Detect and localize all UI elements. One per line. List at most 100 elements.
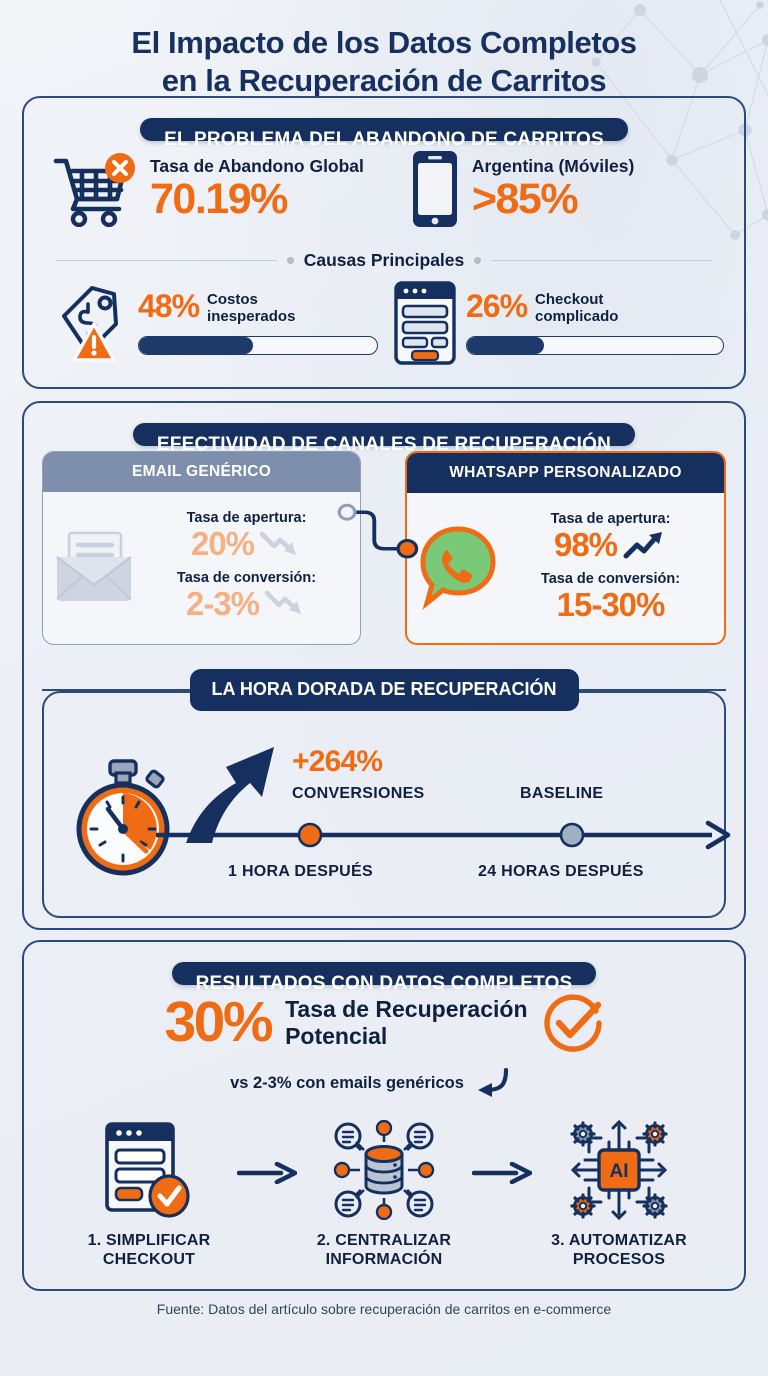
channel-whatsapp-metrics: Tasa de apertura: 98% Tasa de conversión… xyxy=(505,511,716,622)
divider-line-right xyxy=(491,259,712,261)
timeline-marker-1-hour xyxy=(297,822,323,847)
cause-checkout-label-line2: complicado xyxy=(535,308,619,326)
golden-hour-line-left xyxy=(42,688,190,691)
footer-source: Fuente: Datos del artículo sobre recuper… xyxy=(156,1301,612,1317)
whatsapp-metrics-gap xyxy=(505,563,716,571)
whatsapp-open-rate-row: 98% xyxy=(505,527,716,563)
stat-global-value: 70.19% xyxy=(150,174,288,223)
stat-global-abandonment: Tasa de Abandono Global 70.19% xyxy=(52,151,364,227)
channel-card-whatsapp: WHATSAPP PERSONALIZADO Tasa de apertura:… xyxy=(405,450,726,645)
golden-uplift-value: +264% xyxy=(292,744,383,778)
channels-comparison: EMAIL GENÉRICO Tasa de apertu xyxy=(38,447,730,647)
cause-costs-bar xyxy=(138,335,378,355)
shopping-cart-error-icon xyxy=(53,152,135,227)
results-percent: 30% xyxy=(164,990,273,1055)
cause-checkout-percent: 26% xyxy=(466,288,528,325)
section-channels-body: EMAIL GENÉRICO Tasa de apertu xyxy=(22,400,746,930)
email-open-rate-label: Tasa de apertura: xyxy=(186,510,307,526)
email-conv-rate-row: 2-3% xyxy=(141,584,352,622)
results-label: Tasa de Recuperación Potencial xyxy=(285,996,527,1049)
email-conv-rate-value: 2-3% xyxy=(185,584,260,622)
stat-argentina-mobile: Argentina (Móviles) >85% xyxy=(410,148,634,230)
cause-checkout-label-line1: Checkout xyxy=(535,291,604,309)
step-automate-processes: AI xyxy=(534,1118,704,1269)
email-open-rate-row: 20% xyxy=(141,526,352,562)
cause-complicated-checkout: 26% Checkout complicado xyxy=(394,280,724,365)
step-2-label-line1: 2. CENTRALIZAR xyxy=(316,1231,452,1249)
up-arrow-icon xyxy=(623,531,663,559)
database-network-icon xyxy=(333,1120,435,1221)
cause-checkout-top: 26% Checkout complicado xyxy=(466,290,724,326)
whatsapp-conv-rate-label: Tasa de conversión: xyxy=(540,570,681,587)
page-title: El Impacto de los Datos Completos en la … xyxy=(0,0,768,100)
cause-checkout-body: 26% Checkout complicado xyxy=(466,290,724,355)
email-open-rate-value: 20% xyxy=(190,525,255,562)
results-label-line1: Tasa de Recuperación xyxy=(285,995,528,1022)
results-label-line2: Potencial xyxy=(285,1022,388,1049)
results-steps: 1. SIMPLIFICAR CHECKOUT xyxy=(38,1104,730,1275)
cause-costs-body: 48% Costos inesperados xyxy=(138,290,378,355)
checkout-approved-icon xyxy=(105,1122,190,1218)
stat-argentina-label: Argentina (Móviles) xyxy=(471,155,635,176)
cause-costs-label: Costos inesperados xyxy=(207,290,295,326)
stat-argentina-value: >85% xyxy=(471,174,579,223)
cause-costs-top: 48% Costos inesperados xyxy=(138,290,378,326)
whatsapp-open-rate-value: 98% xyxy=(553,526,618,563)
cause-costs-label-line2: inesperados xyxy=(207,308,296,326)
golden-hour-timeline xyxy=(156,820,731,849)
causes-divider: Causas Principales xyxy=(56,250,712,271)
section-problem-header: EL PROBLEMA DEL ABANDONO DE CARRITOS xyxy=(140,117,628,150)
cause-costs-percent: 48% xyxy=(138,288,200,325)
down-arrow-icon xyxy=(259,531,297,555)
cause-checkout-bar xyxy=(466,335,724,355)
step-3-icon-wrap: AI xyxy=(534,1118,704,1223)
golden-hour-header: LA HORA DORADA DE RECUPERACIÓN xyxy=(189,668,579,711)
step-simplify-checkout: 1. SIMPLIFICAR CHECKOUT xyxy=(64,1118,234,1269)
section-problem-body: Tasa de Abandono Global 70.19% Argentina… xyxy=(22,95,746,389)
section-results: RESULTADOS CON DATOS COMPLETOS 30% Tasa … xyxy=(22,939,746,1291)
svg-text:AI: AI xyxy=(610,1161,629,1182)
gear-icon xyxy=(570,1121,596,1147)
whatsapp-conv-rate-row: 15-30% xyxy=(505,585,716,623)
golden-baseline-label: BASELINE xyxy=(520,784,604,802)
curved-arrow-icon xyxy=(477,1067,509,1097)
results-headline: 30% Tasa de Recuperación Potencial xyxy=(38,982,730,1054)
channel-email-body: Tasa de apertura: 20% Tasa de conversión… xyxy=(43,492,360,642)
timeline-marker-24-hours xyxy=(559,822,585,847)
divider-dot-left xyxy=(286,256,294,264)
golden-hour-inner: +264% CONVERSIONES BASELINE 1 HORA DESPU… xyxy=(60,727,731,902)
step-1-label-line2: CHECKOUT xyxy=(102,1250,196,1268)
channel-card-email: EMAIL GENÉRICO Tasa de apertu xyxy=(42,450,361,645)
price-tag-warning-icon xyxy=(62,285,118,362)
causes-row: 48% Costos inesperados xyxy=(38,275,730,371)
whatsapp-icon xyxy=(420,526,496,610)
causes-divider-label: Causas Principales xyxy=(303,249,465,270)
section-problem: EL PROBLEMA DEL ABANDONO DE CARRITOS xyxy=(22,95,746,389)
golden-uplift-label: CONVERSIONES xyxy=(292,784,425,802)
golden-hour-box: +264% CONVERSIONES BASELINE 1 HORA DESPU… xyxy=(42,690,731,918)
step-3-label-line2: PROCESOS xyxy=(572,1250,666,1268)
section-channels-header: EFECTIVIDAD DE CANALES DE RECUPERACIÓN xyxy=(132,422,636,455)
whatsapp-conv-rate-value: 15-30% xyxy=(556,585,666,623)
results-comparison-row: vs 2-3% con emails genéricos xyxy=(38,1064,730,1104)
gear-icon xyxy=(570,1193,596,1219)
step-arrow-1 xyxy=(236,1118,297,1189)
page-title-line2: en la Recuperación de Carritos xyxy=(161,62,607,98)
stat-global-text: Tasa de Abandono Global 70.19% xyxy=(150,156,364,223)
page-title-line1: El Impacto de los Datos Completos xyxy=(131,25,637,60)
channel-whatsapp-body: Tasa de apertura: 98% Tasa de conversión… xyxy=(407,493,724,643)
section-results-header: RESULTADOS CON DATOS COMPLETOS xyxy=(171,961,597,994)
right-arrow-icon xyxy=(236,1161,297,1184)
check-circle-icon xyxy=(543,994,602,1052)
whatsapp-open-rate-label: Tasa de apertura: xyxy=(550,511,671,527)
cause-checkout-label: Checkout complicado xyxy=(535,290,618,326)
channel-whatsapp-title: WHATSAPP PERSONALIZADO xyxy=(407,452,724,493)
problem-stats-row: Tasa de Abandono Global 70.19% Argentina… xyxy=(38,142,730,234)
golden-hour-line-right xyxy=(578,688,727,691)
divider-dot-right xyxy=(474,256,482,264)
golden-hour-header-wrap: LA HORA DORADA DE RECUPERACIÓN xyxy=(42,668,727,711)
gear-icon xyxy=(642,1121,668,1147)
gear-icon xyxy=(642,1193,668,1219)
divider-line-left xyxy=(56,259,277,261)
